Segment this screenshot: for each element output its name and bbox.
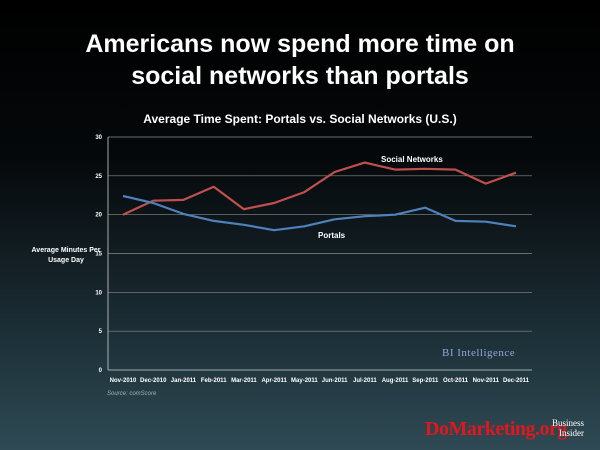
y-tick-label: 30 bbox=[95, 135, 102, 141]
x-tick-label: Jul-2011 bbox=[353, 378, 377, 384]
y-tick-label: 20 bbox=[95, 213, 102, 219]
x-tick-label: Dec-2011 bbox=[503, 378, 530, 384]
series-label-portals: Portals bbox=[318, 231, 346, 240]
x-tick-label: Feb-2011 bbox=[201, 378, 227, 384]
y-tick-label: 25 bbox=[95, 174, 102, 180]
slide-title-line-1: Americans now spend more time on bbox=[85, 30, 515, 58]
x-tick-label: Nov-2010 bbox=[110, 378, 137, 384]
business-insider-logo: Business Insider bbox=[540, 418, 584, 438]
x-tick-label: Aug-2011 bbox=[382, 378, 409, 384]
series-line-social-networks bbox=[122, 161, 517, 216]
bi-intelligence-label: BI Intelligence bbox=[442, 347, 516, 359]
chart-title: Average Time Spent: Portals vs. Social N… bbox=[143, 112, 457, 126]
y-tick-label: 15 bbox=[95, 252, 102, 258]
y-tick-label: 0 bbox=[99, 368, 103, 374]
x-tick-label: Apr-2011 bbox=[261, 378, 287, 384]
x-tick-label: Nov-2011 bbox=[473, 378, 500, 384]
series-label-social-networks: Social Networks bbox=[381, 155, 443, 164]
y-tick-label: 5 bbox=[99, 329, 103, 335]
x-tick-label: Jun-2011 bbox=[322, 378, 348, 384]
y-axis-label: Average Minutes Per Usage Day bbox=[31, 247, 101, 264]
source-note: Source: comScore bbox=[107, 391, 157, 397]
x-tick-label: Mar-2011 bbox=[231, 378, 257, 384]
slide-title-line-2: social networks than portals bbox=[131, 62, 469, 90]
x-tick-label: May-2011 bbox=[291, 378, 318, 384]
logo-line-2: Insider bbox=[559, 428, 584, 438]
watermark: DoMarketing.org bbox=[425, 418, 567, 440]
x-tick-label: Jan-2011 bbox=[171, 378, 197, 384]
x-tick-label: Dec-2010 bbox=[140, 378, 167, 384]
logo-line-1: Business bbox=[551, 418, 584, 428]
slide-title: Americans now spend more time on social … bbox=[0, 28, 600, 92]
series-line-portals bbox=[122, 194, 517, 232]
x-tick-label: Oct-2011 bbox=[443, 378, 469, 384]
x-tick-label: Sep-2011 bbox=[412, 378, 439, 384]
y-tick-label: 10 bbox=[95, 290, 102, 296]
